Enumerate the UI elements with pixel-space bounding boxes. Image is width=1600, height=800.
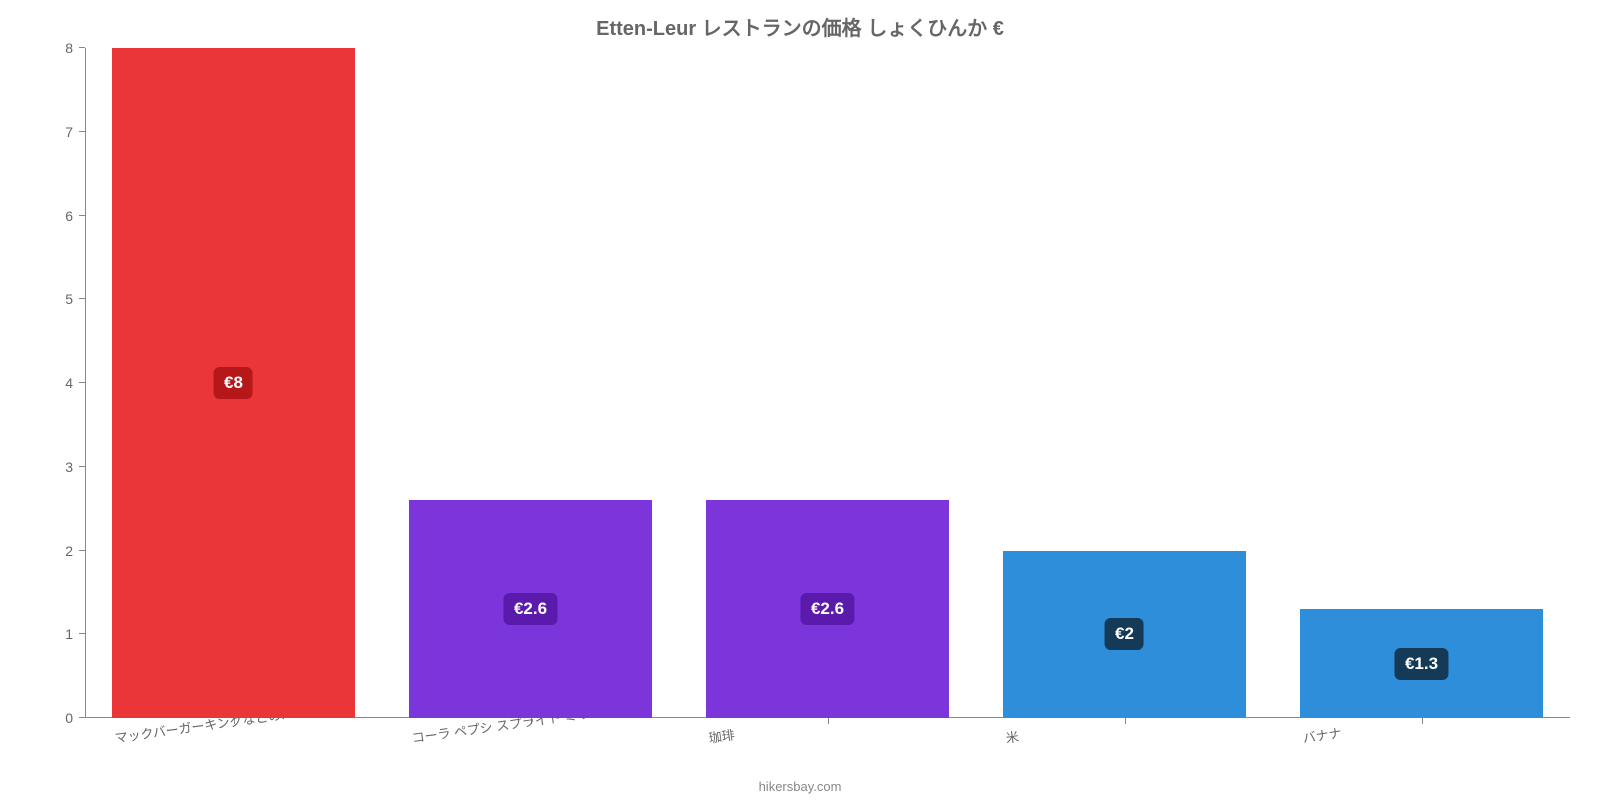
y-tick-label: 0 (65, 710, 85, 726)
x-tick (1125, 718, 1126, 724)
price-bar: €2 (1003, 551, 1247, 719)
price-chart: Etten-Leur レストランの価格 しょくひんか € 012345678マッ… (0, 0, 1600, 800)
y-tick-label: 6 (65, 208, 85, 224)
bar-value-label: €2.6 (801, 593, 854, 625)
price-bar: €2.6 (409, 500, 653, 718)
price-bar: €2.6 (706, 500, 950, 718)
x-tick-label: 米 (1003, 716, 1020, 747)
bar-value-label: €2 (1105, 618, 1144, 650)
bar-value-label: €1.3 (1395, 648, 1448, 680)
y-tick-label: 7 (65, 124, 85, 140)
y-tick-label: 3 (65, 459, 85, 475)
bar-value-label: €8 (214, 367, 253, 399)
y-tick-label: 4 (65, 375, 85, 391)
y-tick-label: 5 (65, 291, 85, 307)
y-tick-label: 8 (65, 40, 85, 56)
x-tick-label: 珈琲 (706, 714, 736, 746)
chart-footer: hikersbay.com (759, 779, 842, 794)
x-tick (1422, 718, 1423, 724)
y-tick-label: 1 (65, 626, 85, 642)
plot-area: 012345678マックバーガーキングなどのバー€8コーラ ペプシ スプライト … (85, 48, 1570, 718)
y-axis-line (85, 48, 86, 718)
price-bar: €8 (112, 48, 356, 718)
y-tick-label: 2 (65, 543, 85, 559)
chart-title: Etten-Leur レストランの価格 しょくひんか € (596, 12, 1004, 41)
x-tick (828, 718, 829, 724)
bar-value-label: €2.6 (504, 593, 557, 625)
price-bar: €1.3 (1300, 609, 1544, 718)
